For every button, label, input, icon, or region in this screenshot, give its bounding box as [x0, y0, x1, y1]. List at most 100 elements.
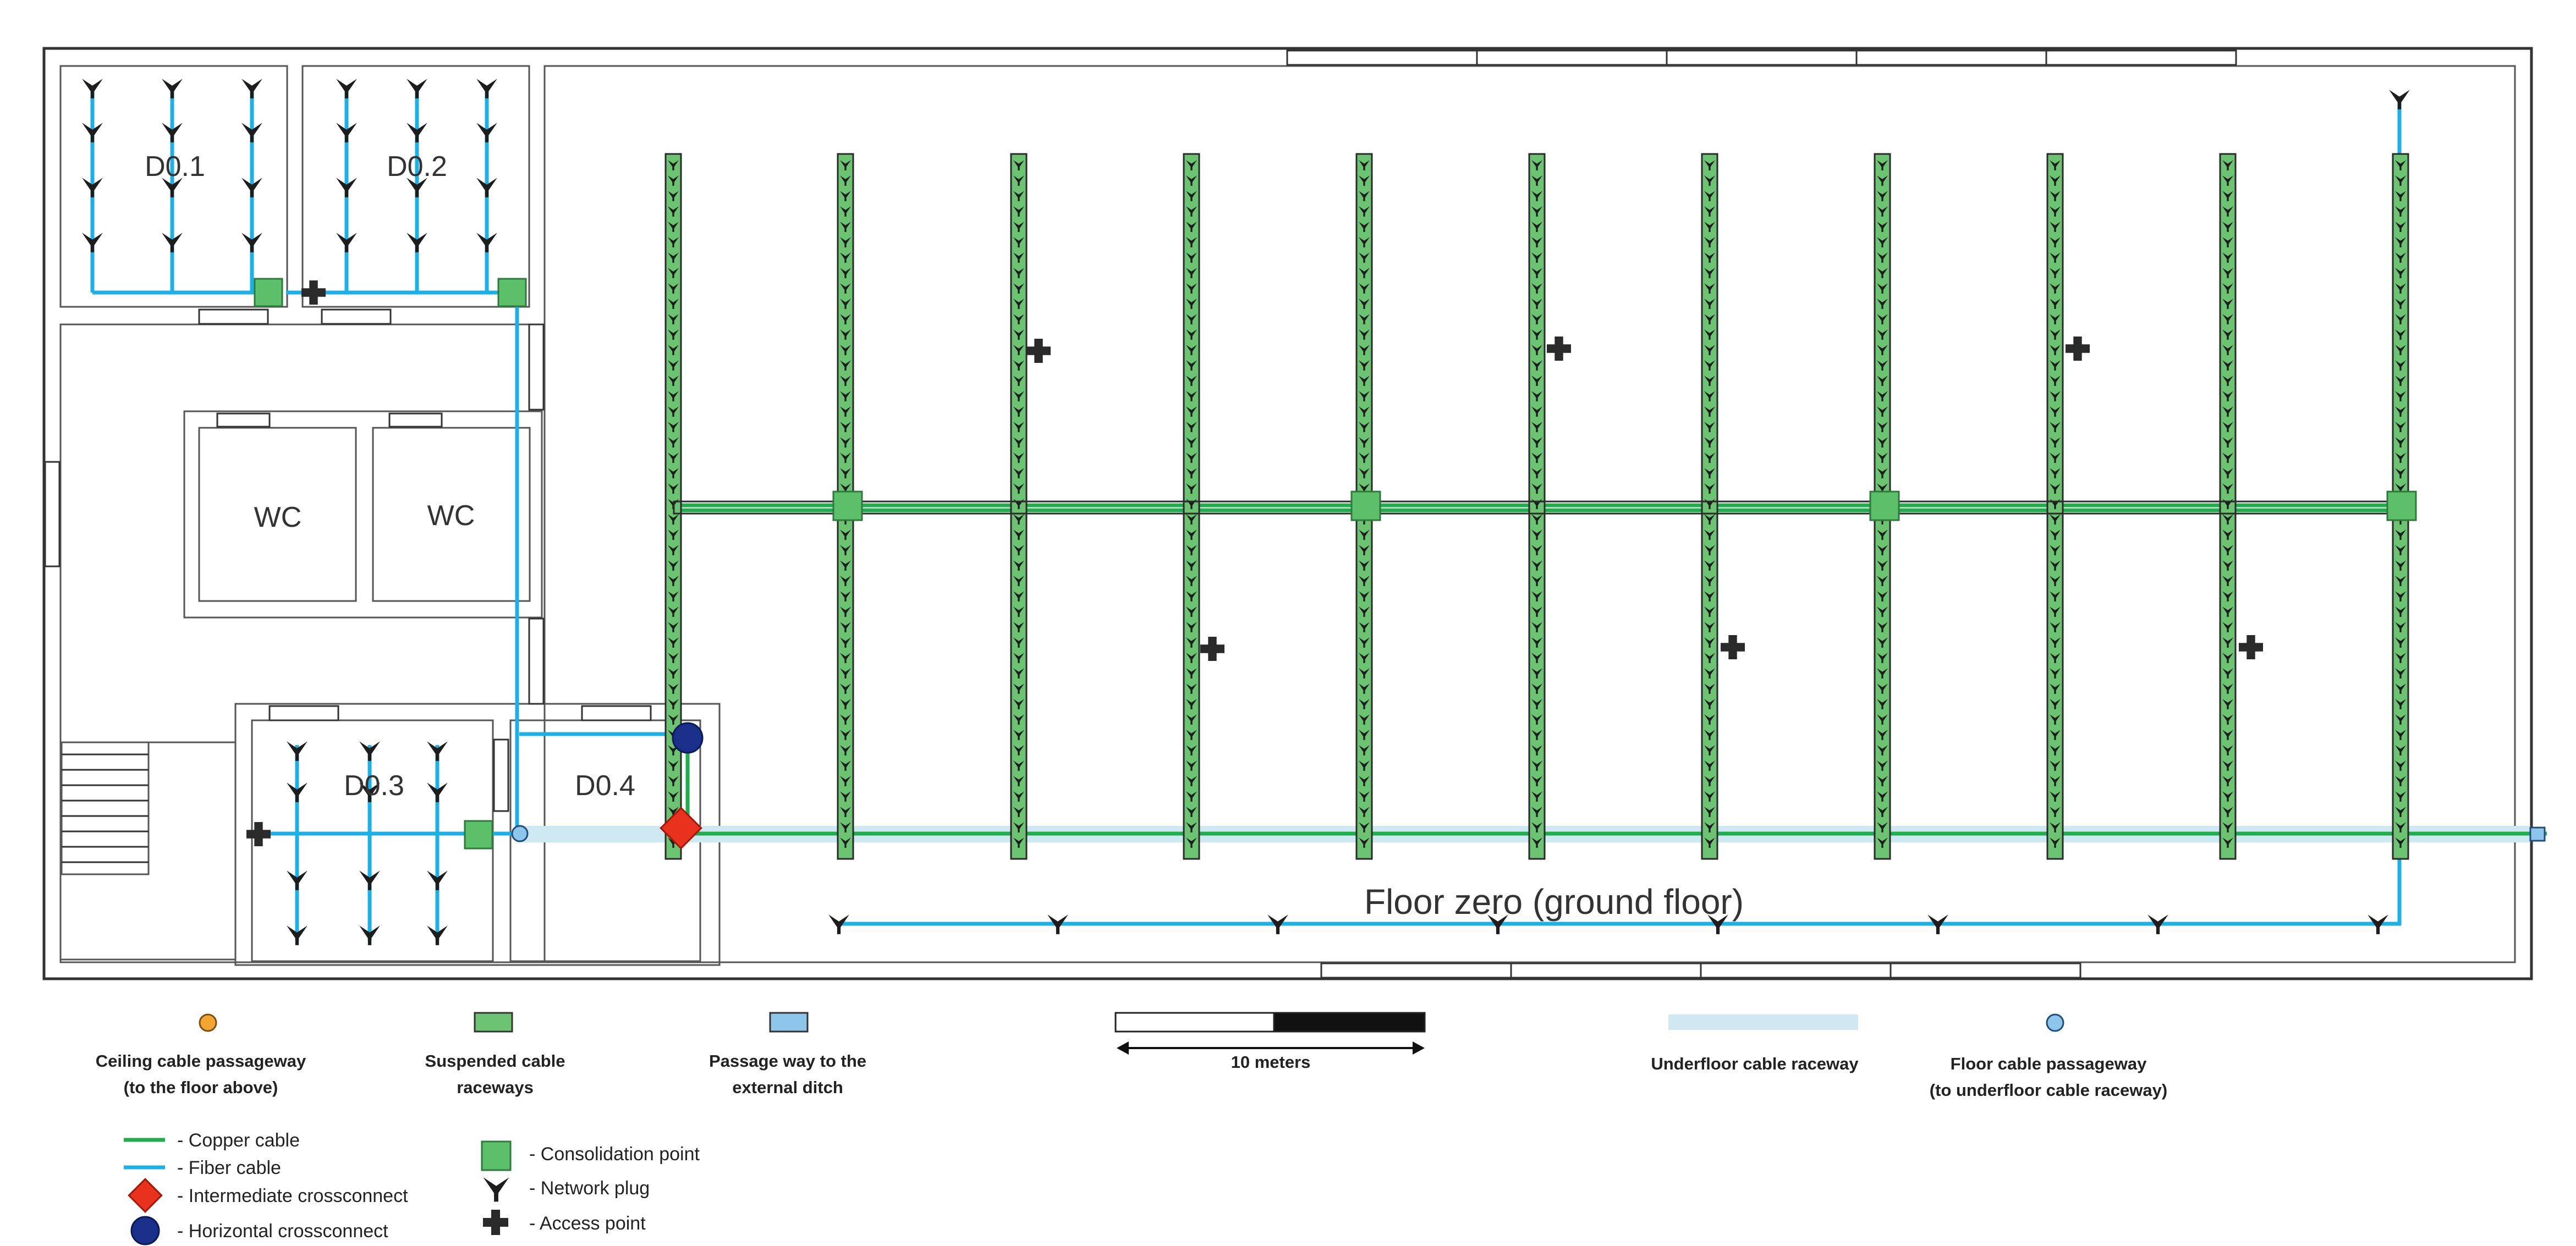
legend-bottom: - Copper cable - Fiber cable - Intermedi…: [124, 1130, 700, 1245]
window: [1286, 49, 1478, 66]
window: [1320, 962, 1512, 979]
window: [1476, 49, 1668, 66]
legend-suspended-line2: raceways: [457, 1078, 534, 1097]
door: [44, 461, 61, 567]
suspended-raceway-symbol: [474, 1012, 513, 1033]
access-point-icon: [483, 1210, 508, 1235]
legend-passage-line2: external ditch: [732, 1078, 843, 1097]
network-plug-icon: [476, 79, 497, 98]
network-plug-icon: [483, 1177, 509, 1202]
outer-wall: [42, 47, 2533, 980]
consolidation-point: [497, 278, 527, 307]
wc-block-wall: [183, 410, 543, 619]
consolidation-point: [1350, 490, 1381, 521]
network-plug-icon: [162, 79, 183, 98]
floor-cable-passageway: [511, 825, 529, 842]
open-space-wall: [543, 65, 2516, 963]
legend-hc: - Horizontal crossconnect: [177, 1221, 388, 1242]
network-plug-icon: [287, 741, 307, 761]
legend-fiber: - Fiber cable: [177, 1157, 281, 1178]
legend-ic: - Intermediate crossconnect: [177, 1186, 408, 1206]
room-d03-wall: [251, 719, 494, 962]
room-label-wc1: WC: [254, 501, 302, 533]
access-point-icon: [301, 280, 326, 305]
network-plug-icon: [407, 79, 427, 98]
window: [1666, 49, 1858, 66]
door: [268, 705, 339, 721]
legend-floor-passage-line2: (to underfloor cable raceway): [1930, 1080, 2167, 1100]
consolidation-point: [464, 820, 493, 850]
network-plug-icon: [2389, 90, 2410, 109]
intermediate-crossconnect: [660, 807, 702, 850]
room-label-d02: D0.2: [387, 151, 447, 183]
legend-cp: - Consolidation point: [529, 1144, 700, 1165]
door: [388, 412, 443, 428]
room-label-d01: D0.1: [145, 151, 205, 183]
network-plug-icon: [336, 79, 357, 98]
suspended-raceways: [664, 153, 2409, 860]
access-points: [246, 280, 2263, 846]
legend-suspended-line1: Suspended cable: [425, 1051, 565, 1071]
access-point-icon: [1721, 635, 1745, 659]
underfloor-raceway-symbol: [1668, 1015, 1858, 1030]
scale-label: 10 meters: [1231, 1052, 1311, 1072]
legend-floor-passage-line1: Floor cable passageway: [1951, 1054, 2147, 1073]
legend-plug: - Network plug: [529, 1178, 650, 1199]
window: [2045, 49, 2237, 66]
access-point-icon: [2066, 337, 2090, 361]
consolidation-point: [254, 278, 283, 307]
copper-cables: [674, 503, 2547, 836]
horizontal-crossconnect-symbol: [130, 1216, 160, 1245]
access-point-icon: [246, 822, 271, 846]
stair-box: [61, 741, 150, 875]
west-hall-wall: [59, 323, 546, 963]
legend-underfloor: Underfloor cable raceway: [1651, 1054, 1859, 1073]
passage-to-external-ditch: [2529, 826, 2546, 842]
floor-title: Floor zero (ground floor): [1364, 882, 1744, 922]
scale-bar-black: [1273, 1012, 1426, 1033]
window: [1890, 962, 2081, 979]
legend-ceiling-line2: (to the floor above): [124, 1078, 278, 1097]
room-d01-wall: [59, 65, 288, 308]
consolidation-point: [832, 490, 863, 521]
window: [1700, 962, 1892, 979]
network-plug-icon: [359, 741, 380, 761]
network-plug-icon: [427, 741, 448, 761]
door: [528, 618, 545, 705]
room-label-wc2: WC: [427, 500, 475, 532]
access-point-icon: [1200, 637, 1224, 661]
door: [493, 738, 509, 812]
room-label-d03: D0.3: [344, 770, 404, 802]
consolidation-point: [2386, 490, 2417, 521]
network-plug-icon: [82, 79, 103, 98]
door: [581, 705, 652, 721]
legend-ap: - Access point: [529, 1213, 646, 1234]
door: [216, 412, 271, 428]
ceiling-passageway-symbol: [199, 1013, 217, 1032]
legend-copper: - Copper cable: [177, 1130, 300, 1151]
legend-ceiling-line1: Ceiling cable passageway: [96, 1051, 306, 1071]
network-plug-icon: [241, 79, 262, 98]
window: [1510, 962, 1702, 979]
horizontal-crossconnect: [672, 722, 704, 754]
consolidation-point: [1869, 490, 1900, 521]
consolidation-points: [254, 278, 2417, 850]
door: [321, 308, 392, 325]
access-point-icon: [1026, 339, 1051, 363]
staircase: [61, 741, 150, 875]
door: [198, 308, 269, 325]
floor-passageway-symbol: [2046, 1013, 2064, 1032]
legend-passage-line1: Passage way to the: [709, 1051, 866, 1071]
access-point-icon: [1547, 337, 1571, 361]
window: [1855, 49, 2047, 66]
doors-and-windows: [44, 49, 2237, 979]
wc1-wall: [198, 427, 357, 602]
access-point-icon: [2239, 635, 2263, 659]
room-d02-wall: [301, 65, 530, 308]
consolidation-point-symbol: [481, 1140, 512, 1171]
passage-external-symbol: [769, 1012, 809, 1033]
door: [528, 323, 545, 411]
intermediate-crossconnect-symbol: [128, 1178, 163, 1213]
scale-bar-white: [1114, 1012, 1275, 1033]
